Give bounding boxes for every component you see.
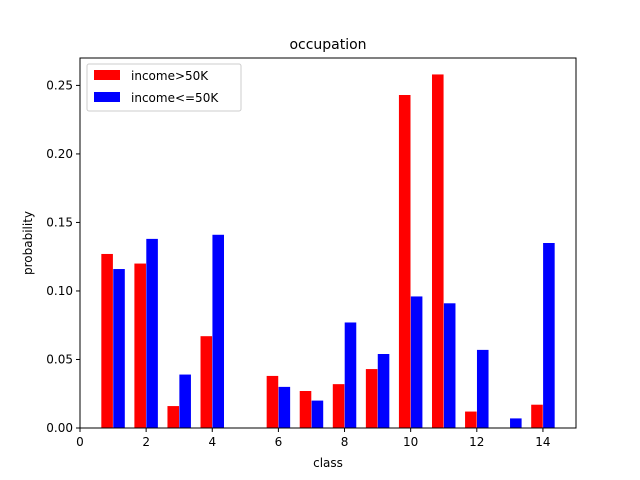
bar-series0-class-10 [398, 95, 411, 428]
bar-series1-class-13 [510, 418, 522, 428]
bar-series0-class-2 [134, 263, 146, 428]
bar-series0-class-3 [167, 406, 180, 428]
x-tick-label: 0 [76, 435, 84, 449]
legend: income>50K income<=50K [86, 63, 242, 112]
bar-series1-class-12 [476, 349, 489, 428]
y-axis-label: probability [21, 211, 35, 275]
bar-series1-class-8 [344, 322, 357, 428]
bars-layer [101, 74, 555, 428]
bar-series1-class-3 [179, 374, 191, 428]
legend-label-income-above-50k: income>50K [131, 69, 209, 83]
bar-series0-class-4 [200, 336, 213, 428]
bar-series1-class-2 [146, 238, 158, 428]
y-tick-label: 0.10 [46, 284, 73, 298]
bar-series1-class-1 [113, 269, 125, 428]
legend-label-income-at-most-50k: income<=50K [131, 91, 219, 105]
legend-swatch-income-at-most-50k [94, 92, 120, 102]
bar-series0-class-9 [365, 369, 378, 428]
x-axis-label: class [313, 456, 343, 470]
bar-series0-class-6 [266, 375, 279, 428]
bar-series1-class-14 [543, 243, 555, 428]
y-tick-label: 0.15 [46, 215, 73, 229]
x-axis-ticks: 0 2 4 6 8 10 12 14 [76, 428, 551, 449]
bar-series1-class-9 [377, 354, 390, 428]
bar-series0-class-7 [299, 391, 312, 428]
x-tick-label: 8 [341, 435, 349, 449]
y-tick-label: 0.00 [46, 421, 73, 435]
x-tick-label: 12 [469, 435, 484, 449]
y-axis-ticks: 0.00 0.05 0.10 0.15 0.20 0.25 [46, 78, 80, 435]
bar-series0-class-8 [332, 384, 345, 428]
y-tick-label: 0.25 [46, 78, 73, 92]
x-tick-label: 6 [275, 435, 283, 449]
bar-series0-class-11 [431, 74, 444, 428]
bar-series1-class-10 [410, 296, 423, 428]
y-tick-label: 0.20 [46, 147, 73, 161]
x-tick-label: 14 [535, 435, 550, 449]
bar-series1-class-7 [311, 400, 324, 428]
bar-series1-class-4 [212, 234, 225, 428]
legend-frame [86, 63, 242, 112]
x-tick-label: 10 [403, 435, 418, 449]
plot-frame [79, 57, 577, 429]
bar-series0-class-14 [531, 404, 543, 428]
bar-series1-class-6 [278, 386, 291, 428]
bar-series1-class-11 [443, 303, 456, 428]
legend-swatch-income-above-50k [94, 70, 120, 80]
bar-series0-class-12 [465, 411, 477, 428]
y-tick-label: 0.05 [46, 352, 73, 366]
bar-series0-class-1 [101, 253, 113, 428]
x-tick-label: 2 [142, 435, 150, 449]
x-tick-label: 4 [208, 435, 216, 449]
chart-title: occupation [289, 37, 366, 53]
